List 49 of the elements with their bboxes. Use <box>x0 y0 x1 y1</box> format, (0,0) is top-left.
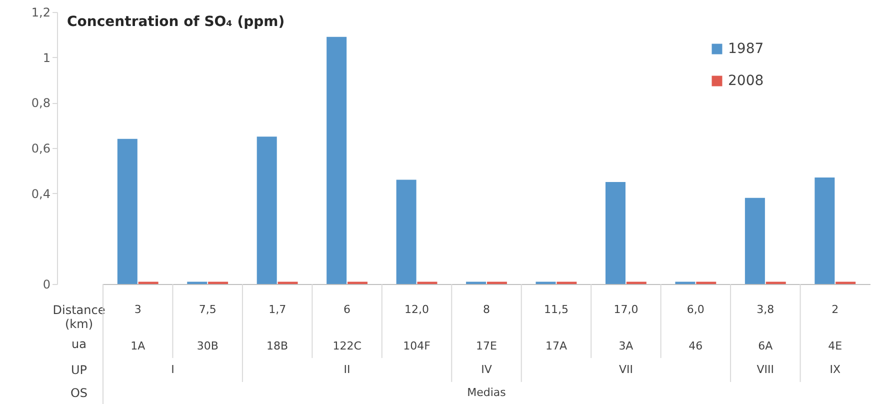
x-tick-label: 6A <box>758 340 774 352</box>
x-tick-label: 122C <box>332 340 362 352</box>
x-tick-label: 4E <box>828 340 842 352</box>
text: 6,0 <box>686 303 704 316</box>
text: 12,0 <box>404 303 430 316</box>
x-tick-label: 17A <box>545 340 568 352</box>
x-tick-label: 17E <box>476 340 498 352</box>
text: 2 <box>832 303 839 316</box>
bar <box>256 136 277 284</box>
text: 3,8 <box>756 303 774 316</box>
text: 3 <box>134 303 142 316</box>
y-tick-label: 0,4 <box>31 186 50 201</box>
bar <box>605 182 626 284</box>
y-tick-label: 1 <box>42 50 50 65</box>
y-tick-label: 0,6 <box>31 142 50 156</box>
text: IX <box>830 363 841 376</box>
y-tick-label: 0,8 <box>31 96 50 110</box>
text: I <box>171 363 174 376</box>
text: ua <box>72 337 86 351</box>
y-tick-label: 1,2 <box>31 6 50 20</box>
text: UP <box>70 363 88 377</box>
text: Medias <box>467 386 506 399</box>
y-tick-label: 0 <box>42 278 50 292</box>
legend-label: 2008 <box>728 73 764 89</box>
text: 17,0 <box>614 303 638 316</box>
bar <box>396 180 416 284</box>
legend-label: 1987 <box>728 41 764 57</box>
text: IV <box>481 363 492 376</box>
chart-title: Concentration of SO₄ (ppm) <box>67 14 285 30</box>
text: 8 <box>483 303 490 316</box>
text: VIII <box>756 363 774 376</box>
text: Distance (km) <box>52 303 106 331</box>
x-tick-label: 46 <box>688 340 703 352</box>
bar <box>814 177 835 284</box>
text: II <box>344 363 350 376</box>
text: OS <box>70 386 88 400</box>
x-tick-label: 18B <box>266 340 288 352</box>
x-tick-label: 3A <box>618 340 634 352</box>
text: 7,5 <box>198 303 216 316</box>
text: 11,5 <box>544 303 568 316</box>
bar <box>326 36 347 284</box>
bar <box>117 138 138 284</box>
text: 1,7 <box>268 303 286 316</box>
x-tick-label: 30B <box>196 340 218 352</box>
text: 6 <box>344 303 351 316</box>
bar <box>744 198 765 284</box>
x-tick-label: 1A <box>130 340 146 352</box>
x-tick-label: 104F <box>403 340 430 352</box>
text: VII <box>618 363 633 376</box>
